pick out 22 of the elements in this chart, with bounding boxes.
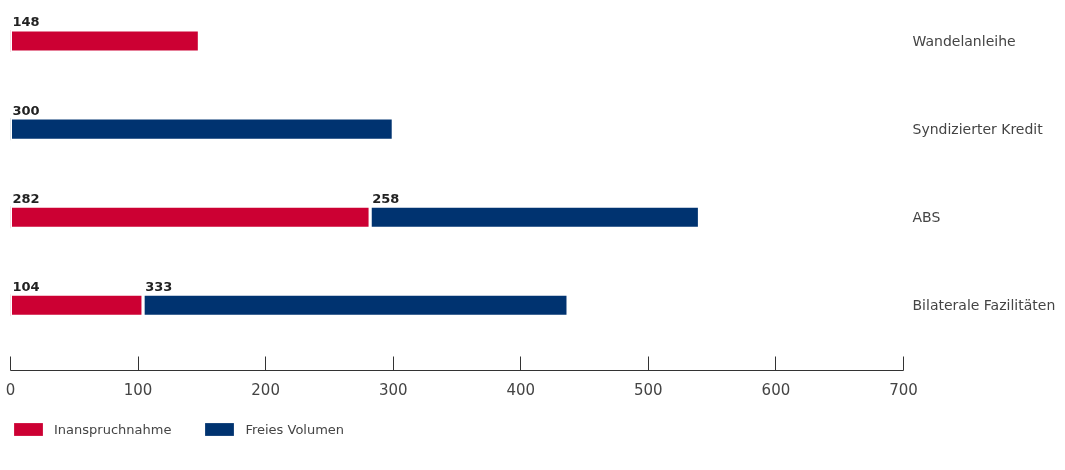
y-tick-label: ABS <box>912 209 941 226</box>
y-tick-label: Syndizierter Kredit <box>912 121 1044 138</box>
data-label: 333 <box>145 278 173 294</box>
data-label: 258 <box>372 190 400 206</box>
x-tick-label: 400 <box>506 380 536 399</box>
data-label: 104 <box>12 278 40 294</box>
x-tick-label: 100 <box>123 380 153 399</box>
x-tick-label: 200 <box>251 380 280 399</box>
y-tick-label: Bilaterale Fazilitäten <box>912 297 1056 314</box>
x-tick-label: 500 <box>634 380 663 399</box>
legend-label: Freies Volumen <box>245 421 345 437</box>
x-tick-label: 700 <box>889 380 918 399</box>
bar <box>10 116 395 142</box>
x-tick-label: 300 <box>378 380 408 399</box>
legend-label: Inanspruchnahme <box>54 421 172 437</box>
data-label: 300 <box>12 102 40 118</box>
x-tick-label: 600 <box>761 380 791 399</box>
y-tick-label: Wandelanleihe <box>912 33 1016 50</box>
data-label: 282 <box>12 190 40 206</box>
data-label: 148 <box>12 14 40 30</box>
x-tick-label: 0 <box>5 380 16 399</box>
bar <box>10 28 201 54</box>
